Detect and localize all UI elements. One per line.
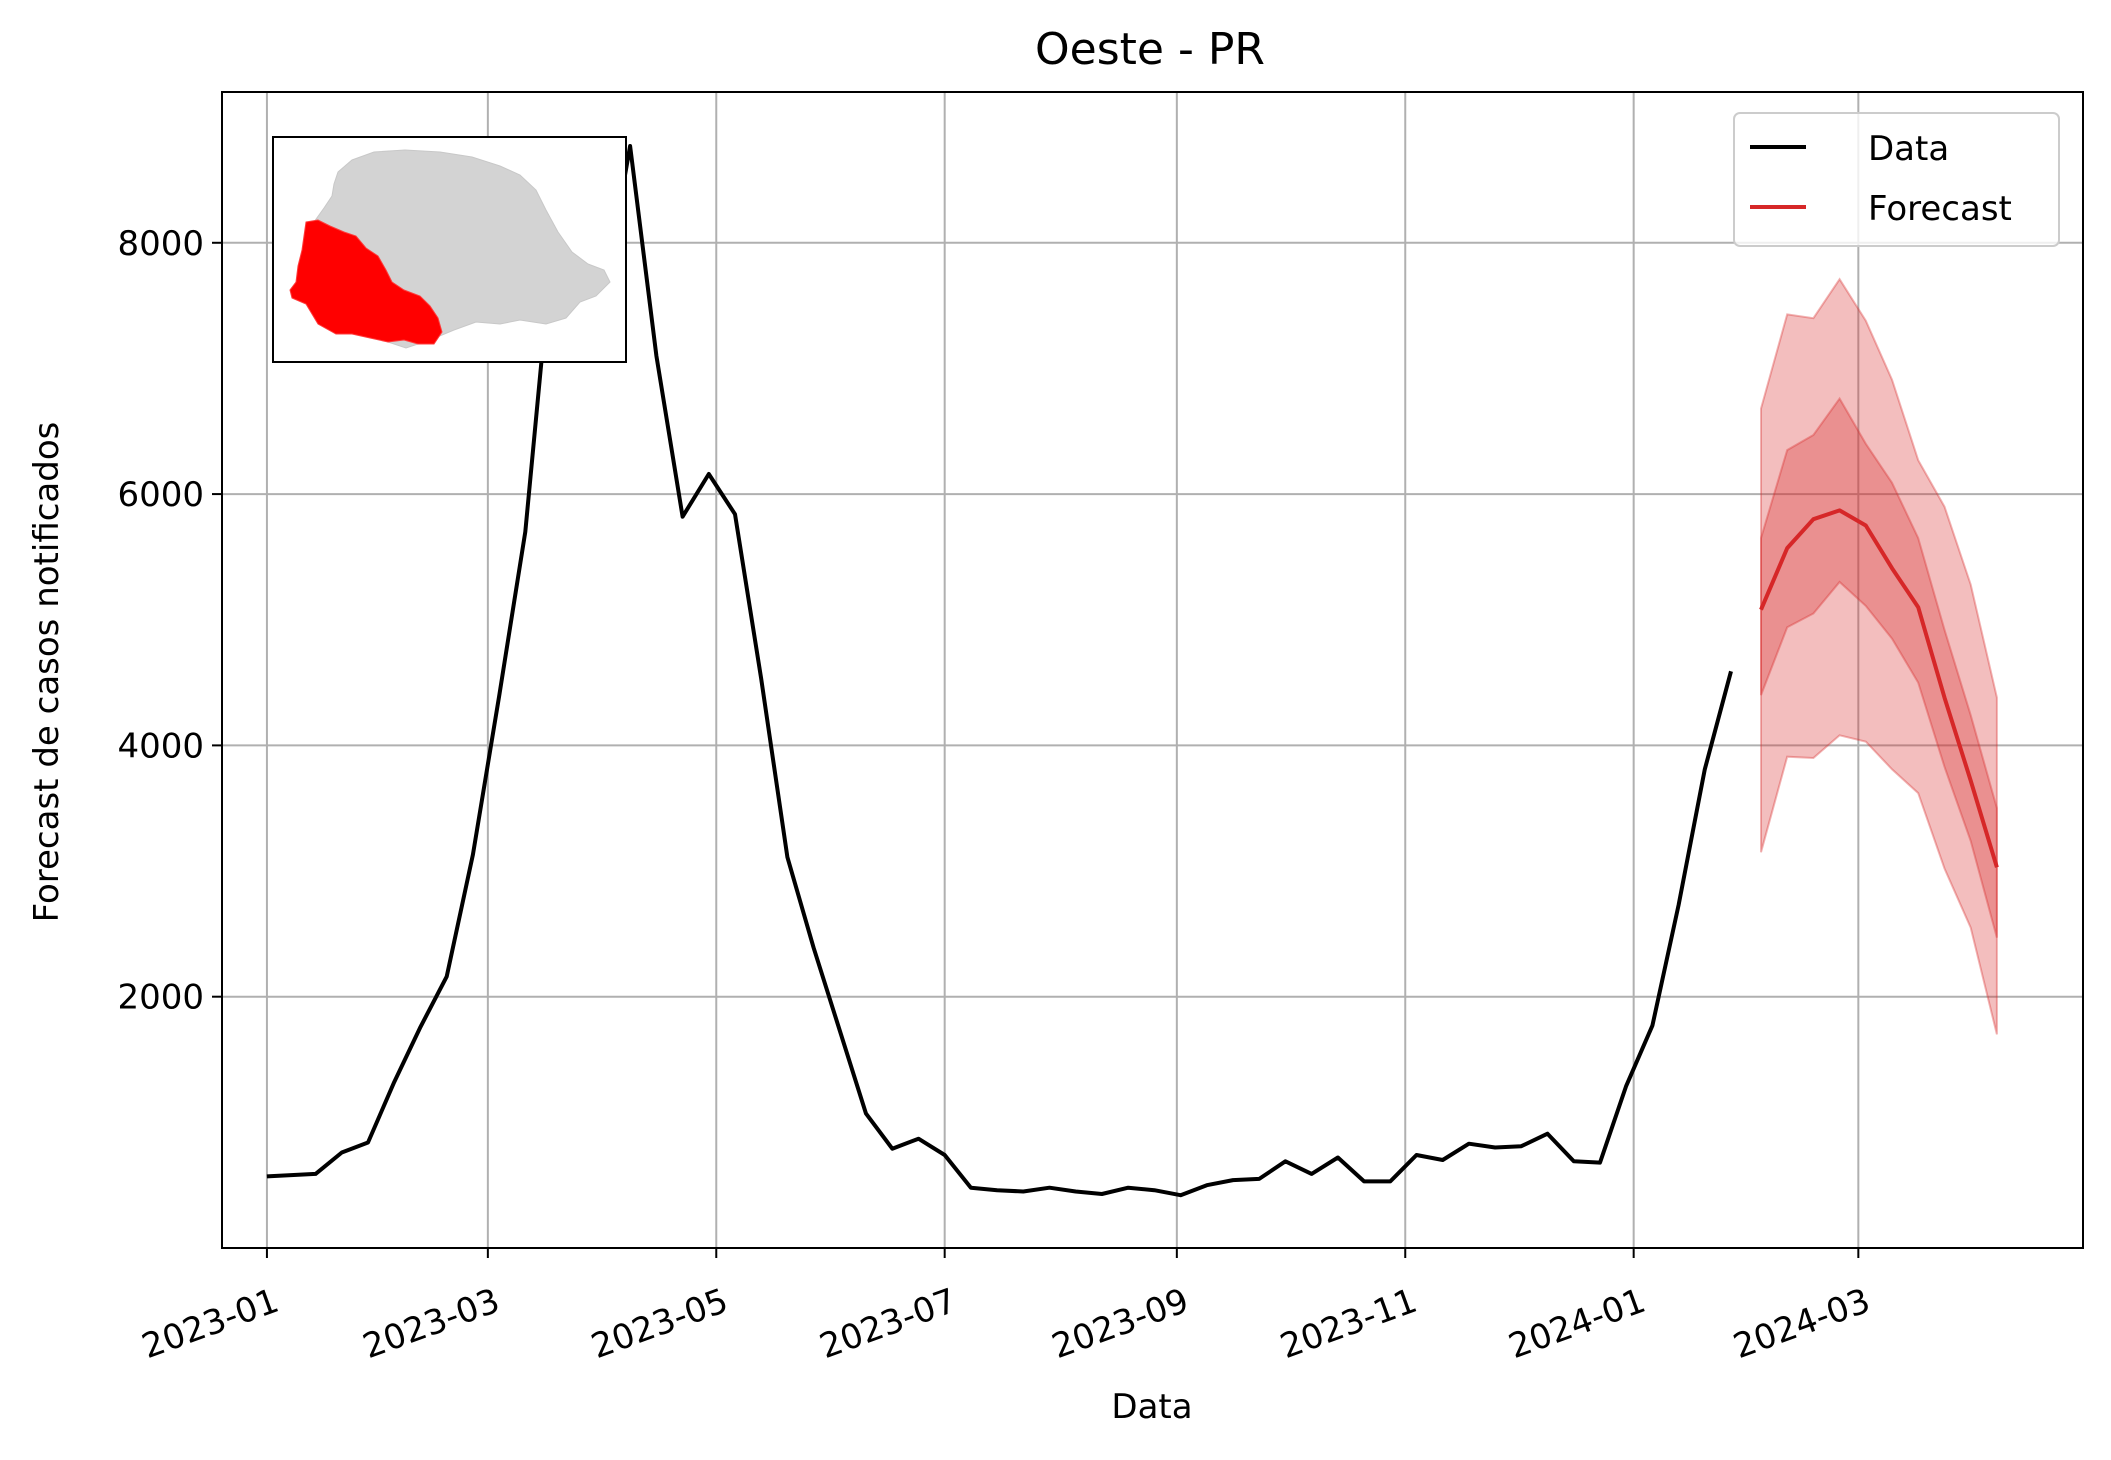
y-ticks: 2000 4000 6000 8000 [117, 224, 222, 1018]
x-axis-label: Data [1111, 1387, 1192, 1427]
y-tick-label: 2000 [117, 978, 204, 1018]
data-line [266, 144, 1733, 1198]
y-tick-label: 4000 [117, 726, 204, 766]
legend: Data Forecast [1733, 112, 2060, 247]
forecast-bands [1760, 277, 1998, 1035]
axes-frame [221, 91, 2084, 1249]
forecast-inner-band [1760, 396, 1998, 938]
y-axis-label: Forecast de casos notificados [27, 422, 67, 923]
y-tick-label: 6000 [117, 475, 204, 515]
forecast-outer-band [1760, 277, 1998, 1035]
chart-title: Oeste - PR [1035, 24, 1265, 75]
y-tick-label: 8000 [117, 224, 204, 264]
series-lines [266, 144, 1999, 1198]
forecast-line [1759, 508, 1999, 868]
legend-label-forecast: Forecast [1868, 189, 2012, 229]
legend-box [1733, 112, 2060, 247]
grid [222, 92, 2083, 1248]
oeste-region-shape [289, 219, 443, 345]
legend-label-data: Data [1868, 129, 1949, 169]
inset-map [272, 136, 627, 363]
